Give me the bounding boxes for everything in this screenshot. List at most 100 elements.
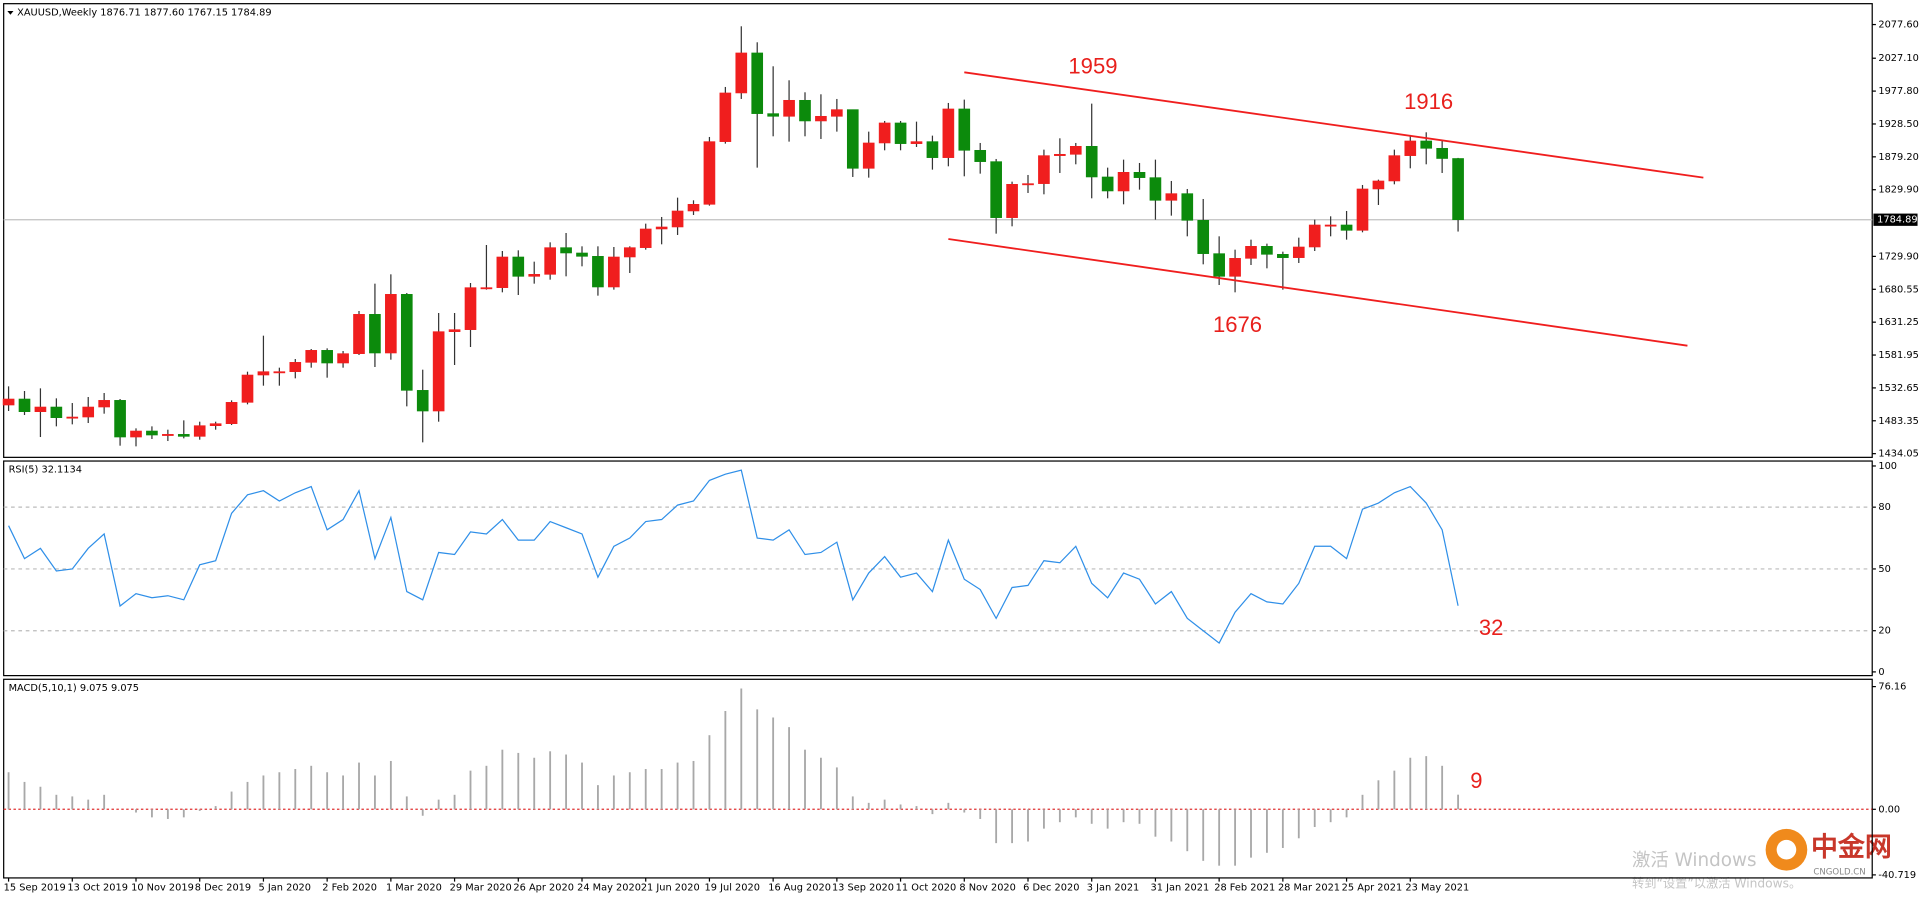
- candle-body: [400, 294, 413, 391]
- candle-body: [1069, 145, 1082, 155]
- candle-body: [416, 390, 429, 412]
- candle-body: [1054, 153, 1066, 156]
- annotation: 32: [1479, 615, 1504, 640]
- candle-body: [719, 92, 732, 142]
- y-tick-label: 2077.60: [1878, 20, 1919, 31]
- candle-body: [34, 406, 47, 412]
- candle-body: [321, 350, 333, 364]
- y-tick-label: 1977.80: [1878, 86, 1919, 97]
- candle-body: [783, 99, 795, 117]
- candle-body: [225, 402, 238, 424]
- x-tick-label: 8 Nov 2020: [959, 883, 1015, 894]
- candle-body: [448, 329, 461, 332]
- x-tick-label: 28 Feb 2021: [1214, 883, 1275, 894]
- x-tick-label: 26 Apr 2020: [513, 883, 574, 894]
- candle-body: [1308, 224, 1321, 248]
- logo-site: CNGOLD.CN: [1813, 867, 1865, 877]
- candle-body: [2, 398, 15, 406]
- candle-body: [353, 314, 365, 354]
- candle-body: [1356, 188, 1369, 231]
- candle-body: [480, 287, 493, 290]
- trend-line: [948, 238, 1688, 347]
- x-tick-label: 13 Sep 2020: [832, 883, 894, 894]
- candle-body: [130, 430, 142, 438]
- candle-body: [592, 256, 604, 288]
- candle-body: [894, 122, 907, 144]
- x-tick-label: 24 May 2020: [577, 883, 641, 894]
- x-tick-label: 11 Oct 2020: [896, 883, 957, 894]
- candle-body: [1229, 258, 1241, 277]
- x-tick-label: 21 Jun 2020: [641, 883, 700, 894]
- candle-body: [958, 108, 971, 151]
- candle-body: [193, 425, 206, 437]
- candle-body: [639, 228, 652, 248]
- y-tick-label: 1434.05: [1878, 449, 1919, 460]
- y-tick-label: 100: [1878, 461, 1897, 472]
- candle-body: [114, 400, 126, 438]
- watermark-line2: 转到“设置”以激活 Windows。: [1632, 876, 1801, 891]
- candle-body: [162, 434, 174, 436]
- x-tick-label: 1 Mar 2020: [386, 883, 442, 894]
- x-tick-label: 31 Jan 2021: [1151, 883, 1210, 894]
- candle-body: [1022, 183, 1034, 186]
- candle-body: [496, 256, 509, 288]
- rsi-line: [8, 469, 1459, 645]
- y-tick-label: 2027.10: [1878, 53, 1919, 64]
- candle-body: [1181, 193, 1194, 221]
- candle-body: [1165, 193, 1178, 201]
- trend-line: [964, 71, 1704, 179]
- candle-body: [560, 247, 572, 254]
- candle-body: [1213, 253, 1225, 277]
- y-tick-label: -40.719: [1878, 870, 1916, 881]
- candle-body: [1452, 158, 1464, 221]
- x-tick-label: 25 Apr 2021: [1342, 883, 1403, 894]
- candle-body: [990, 161, 1002, 218]
- x-tick-label: 23 May 2021: [1405, 883, 1469, 894]
- candle-body: [241, 374, 254, 403]
- candle-body: [1404, 140, 1417, 156]
- y-tick-label: 50: [1878, 564, 1890, 575]
- candle-body: [1261, 246, 1273, 255]
- y-tick-label: 1928.50: [1878, 119, 1919, 130]
- y-tick-label: 1729.90: [1878, 251, 1919, 262]
- candle-body: [98, 400, 110, 408]
- y-tick-label: 76.16: [1878, 682, 1906, 693]
- y-tick-label: 1631.25: [1878, 317, 1919, 328]
- panel-frame: [3, 460, 1873, 677]
- x-tick-label: 28 Mar 2021: [1278, 883, 1340, 894]
- candle-body: [1388, 155, 1401, 182]
- candle-body: [751, 52, 764, 114]
- candle-body: [687, 204, 700, 212]
- candle-body: [18, 398, 31, 412]
- candle-body: [50, 406, 63, 418]
- candle-body: [1277, 254, 1289, 258]
- panel-frame: [3, 678, 1873, 879]
- candle-body: [305, 350, 318, 363]
- candle-body: [942, 108, 955, 158]
- y-tick-label: 1532.65: [1878, 383, 1919, 394]
- y-tick-label: 1879.20: [1878, 152, 1919, 163]
- candle-body: [146, 430, 158, 436]
- candle-body: [528, 274, 541, 277]
- candle-body: [703, 141, 716, 205]
- candle-body: [576, 252, 588, 257]
- x-tick-label: 5 Jan 2020: [259, 883, 311, 894]
- annotation: 1676: [1213, 312, 1262, 337]
- y-tick-label: 0.00: [1878, 804, 1900, 815]
- candle-body: [432, 331, 445, 412]
- annotation: 9: [1470, 768, 1482, 793]
- candle-body: [464, 287, 477, 330]
- candle-body: [671, 210, 684, 228]
- candle-body: [799, 99, 811, 122]
- candle-body: [66, 416, 79, 419]
- candle-body: [1292, 246, 1305, 258]
- candle-body: [273, 371, 286, 374]
- x-tick-label: 2 Feb 2020: [322, 883, 377, 894]
- candle-body: [1149, 177, 1162, 201]
- candle-body: [257, 371, 270, 376]
- y-tick-label: 0: [1878, 667, 1884, 678]
- x-tick-label: 19 Jul 2020: [705, 883, 760, 894]
- candle-body: [767, 113, 779, 117]
- candle-body: [608, 256, 620, 288]
- logo-icon-inner: [1776, 839, 1797, 860]
